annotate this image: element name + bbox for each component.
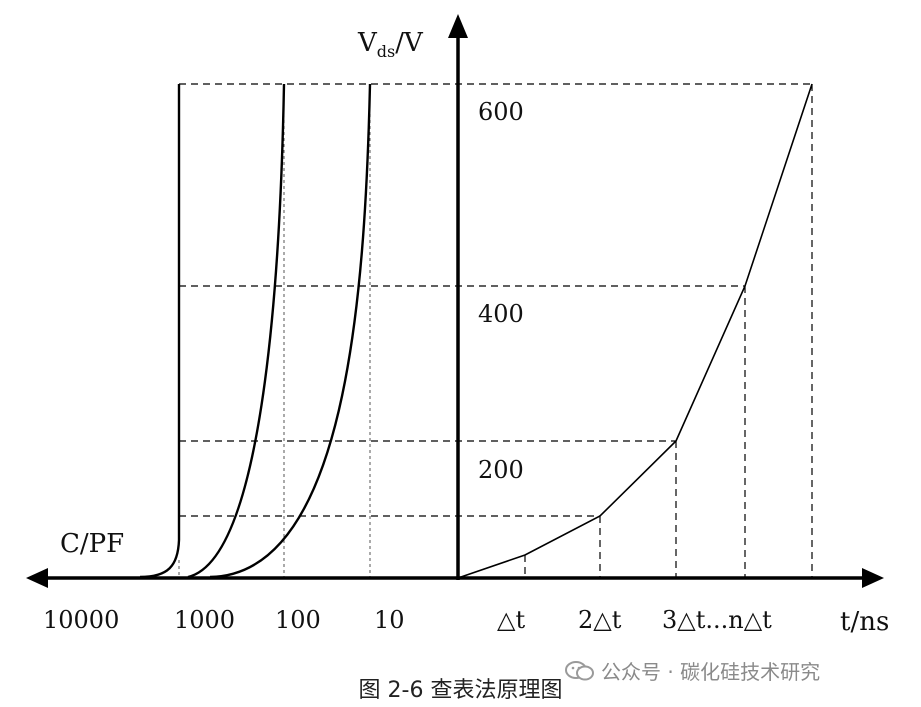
x-axis-left-label: C/PF [60, 529, 124, 559]
cap-guides [178, 84, 371, 578]
x-axis-right-label: t/ns [840, 607, 889, 637]
watermark: 公众号 · 碳化硅技术研究 [565, 656, 820, 685]
curve-c1 [139, 84, 181, 579]
left-arrow-icon [26, 568, 48, 588]
capacitance-curves [139, 83, 372, 579]
wechat-icon [565, 660, 594, 680]
time-tick-1: △t [497, 606, 525, 634]
cap-tick-1000: 1000 [174, 606, 235, 634]
right-arrow-icon [862, 568, 884, 588]
figure-caption: 图 2-6 查表法原理图 [358, 678, 563, 703]
time-guides [524, 84, 813, 578]
y-tick-600: 600 [478, 98, 524, 126]
curve-c2 [187, 83, 286, 579]
voltage-time-line [457, 83, 813, 579]
horizontal-guides [179, 83, 812, 517]
up-arrow-icon [448, 14, 468, 38]
cap-tick-100: 100 [275, 606, 321, 634]
cap-tick-10: 10 [374, 606, 405, 634]
y-axis-label: Vds/V [357, 28, 424, 61]
time-tick-3n: 3△t...n△t [662, 606, 772, 634]
time-tick-2: 2△t [578, 606, 622, 634]
watermark-text: 公众号 · 碳化硅技术研究 [601, 660, 821, 684]
y-tick-400: 400 [478, 300, 524, 328]
y-tick-200: 200 [478, 456, 524, 484]
curve-c3 [209, 83, 372, 579]
cap-tick-10000: 10000 [43, 606, 119, 634]
